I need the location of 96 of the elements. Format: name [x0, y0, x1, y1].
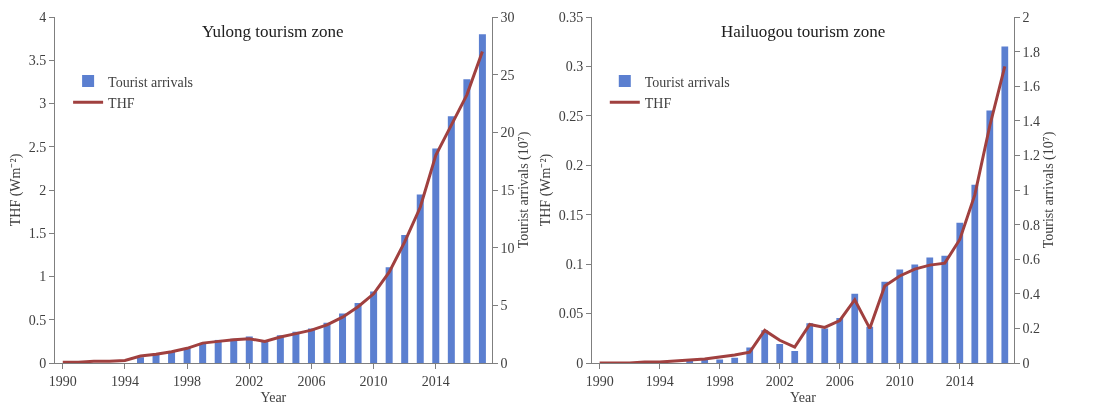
x-tick-label: 1990	[48, 373, 77, 389]
bar	[941, 255, 949, 363]
bar	[354, 303, 362, 363]
y2-tick-label: 0.8	[1022, 217, 1041, 233]
y2-tick-label: 0.2	[1022, 321, 1041, 337]
y2-tick-label: 1.8	[1022, 44, 1041, 60]
x-tick-label: 2010	[885, 373, 914, 389]
legend-label: THF	[644, 95, 672, 111]
y-tick-label: 0	[39, 355, 47, 371]
y2-tick-label: 1.4	[1022, 113, 1041, 129]
y-tick-label: 0.15	[558, 207, 584, 223]
bar	[956, 222, 964, 363]
bar	[385, 267, 393, 363]
y-tick-label: 3.5	[28, 53, 47, 69]
bar	[447, 116, 455, 363]
legend-label: Tourist arrivals	[644, 74, 730, 90]
bar	[791, 350, 799, 363]
legend-label: THF	[108, 95, 135, 111]
bar	[776, 343, 784, 363]
y2-tick-label: 30	[500, 9, 515, 25]
bar	[821, 328, 829, 363]
y-tick-label: 0.5	[28, 312, 47, 328]
bar	[896, 269, 904, 363]
y2-tick-label: 20	[500, 125, 515, 141]
bar	[716, 359, 724, 363]
bar	[881, 281, 889, 363]
y2-tick-label: 1.6	[1022, 79, 1041, 95]
line-series	[61, 50, 484, 363]
bar	[432, 148, 440, 363]
legend-label: Tourist arrivals	[108, 74, 194, 90]
bar	[971, 184, 979, 363]
x-tick-label: 1994	[645, 373, 674, 389]
y2-tick-label: 2	[1022, 9, 1030, 25]
x-axis-title: Year	[790, 390, 817, 406]
y-tick-label: 4	[39, 9, 47, 25]
y2-tick-label: 15	[500, 182, 515, 198]
y-tick-label: 0.1	[565, 257, 584, 273]
x-tick-label: 1990	[585, 373, 614, 389]
x-tick-label: 1998	[705, 373, 734, 389]
x-tick-label: 2002	[235, 373, 264, 389]
bar	[292, 331, 300, 363]
y2-tick-label: 0.6	[1022, 252, 1041, 268]
bar	[339, 313, 347, 363]
y-tick-label: 0.2	[565, 158, 584, 174]
bar	[416, 194, 424, 363]
x-axis-title: Year	[260, 390, 287, 406]
x-tick-label: 2006	[825, 373, 854, 389]
y-tick-label: 2.5	[28, 139, 47, 155]
y2-tick-label: 25	[500, 67, 515, 83]
chart-title: Yulong tourism zone	[202, 22, 344, 41]
bar	[230, 338, 238, 363]
y-axis-title: THF (Wm⁻²)	[538, 153, 555, 227]
bar	[866, 326, 874, 363]
y2-axis-title: Tourist arrivals (10⁷)	[1041, 131, 1058, 249]
y2-tick-label: 1	[1022, 182, 1030, 198]
x-tick-label: 2010	[359, 373, 388, 389]
y-tick-label: 3	[39, 96, 47, 112]
x-tick-label: 2014	[421, 373, 450, 389]
x-tick-label: 1994	[110, 373, 139, 389]
x-tick-label: 2006	[297, 373, 326, 389]
bar	[926, 257, 934, 363]
bar	[370, 291, 378, 363]
bar	[199, 343, 207, 363]
bar	[136, 357, 144, 363]
y-tick-label: 0	[576, 355, 584, 371]
x-tick-label: 2014	[945, 373, 974, 389]
y2-tick-label: 0.4	[1022, 286, 1041, 302]
y-tick-label: 0.35	[558, 9, 584, 25]
y-tick-label: 1.5	[28, 226, 47, 242]
bar	[911, 264, 919, 363]
x-tick-label: 2002	[765, 373, 794, 389]
bar	[986, 110, 994, 363]
y2-tick-label: 1.2	[1022, 148, 1041, 164]
y-tick-label: 0.3	[565, 59, 584, 75]
bar	[851, 293, 859, 363]
bar	[1001, 46, 1009, 363]
bar	[307, 328, 315, 363]
y2-tick-label: 0	[1022, 355, 1030, 371]
bar	[401, 234, 409, 363]
bar	[836, 318, 844, 363]
line-series	[598, 64, 1007, 363]
y2-tick-label: 10	[500, 240, 515, 256]
y-tick-label: 1	[39, 269, 47, 285]
y2-axis-title: Tourist arrivals (10⁷)	[515, 131, 532, 249]
y-tick-label: 0.05	[558, 306, 584, 322]
y2-tick-label: 5	[500, 298, 508, 314]
y2-tick-label: 0	[500, 355, 508, 371]
bar	[731, 357, 739, 363]
bar	[478, 34, 486, 363]
chart-title: Hailuogou tourism zone	[721, 22, 886, 41]
bar	[463, 79, 471, 363]
y-tick-label: 2	[39, 182, 47, 198]
bar	[323, 322, 331, 363]
y-axis-title: THF (Wm⁻²)	[8, 153, 25, 227]
y-tick-label: 0.25	[558, 108, 584, 124]
x-tick-label: 1998	[173, 373, 202, 389]
